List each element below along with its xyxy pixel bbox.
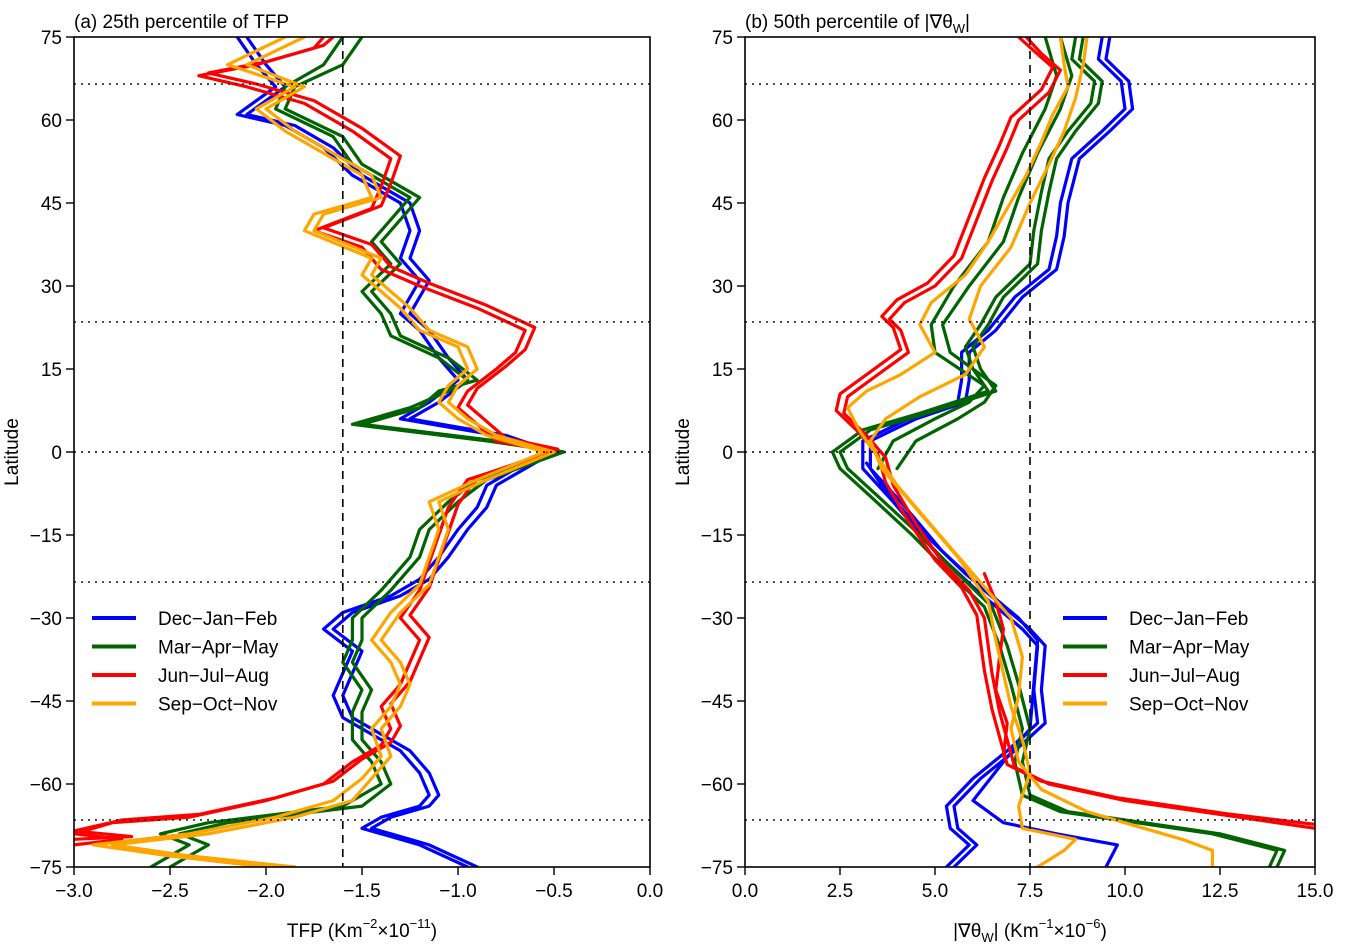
series-line-green [876, 37, 1059, 471]
chart-title-sub: W [953, 21, 966, 36]
series-line-red [842, 37, 1315, 830]
y-tick-label: 45 [712, 194, 733, 215]
x-axis-label-sup: −11 [410, 916, 431, 931]
x-tick-label: 15.0 [1297, 881, 1334, 902]
series-line-orange [110, 37, 556, 867]
x-tick-label: −2.0 [247, 881, 285, 902]
series-line-red [834, 37, 1315, 826]
y-tick-label: −30 [701, 609, 733, 630]
chart-title-main: (a) 25th percentile of TFP [74, 12, 289, 33]
x-tick-label: 7.5 [1017, 881, 1043, 902]
legend-label: Jun−Jul−Aug [158, 666, 269, 687]
chart-title: (b) 50th percentile of |∇θW| [745, 12, 970, 36]
series-line-red [74, 37, 556, 847]
legend-label: Mar−Apr−May [158, 638, 279, 659]
series-line-orange [91, 37, 546, 867]
x-axis-label-part: TFP (Km [287, 921, 363, 942]
chart-title: (a) 25th percentile of TFP [74, 12, 289, 33]
y-tick-label: 60 [712, 111, 733, 132]
x-axis-label-sup: −2 [363, 916, 378, 931]
x-tick-label: −1.5 [343, 881, 381, 902]
legend: Dec−Jan−Feb Mar−Apr−May Jun−Jul−Aug Sep−Oct… [92, 609, 279, 716]
y-tick-label: −60 [701, 775, 733, 796]
x-axis-label: |∇θW| (Km−1×10−6) [953, 916, 1107, 945]
x-axis-label-sup: −1 [1039, 916, 1054, 931]
y-tick-label: −45 [30, 692, 62, 713]
x-tick-label: 2.5 [827, 881, 853, 902]
x-axis-label-part: | (Km [994, 921, 1039, 942]
x-tick-label: −0.5 [535, 881, 573, 902]
x-axis-label-part: ) [1101, 921, 1107, 942]
x-axis-label-part: ×10 [1053, 921, 1085, 942]
y-tick-label: −60 [30, 775, 62, 796]
y-axis-label: Latitude [673, 418, 694, 486]
y-tick-label: 15 [712, 360, 733, 381]
y-tick-label: −45 [701, 692, 733, 713]
series-group [74, 37, 566, 867]
x-axis-label-part: |∇θ [953, 921, 981, 942]
y-tick-label: −30 [30, 609, 62, 630]
y-tick-label: 60 [41, 111, 62, 132]
x-tick-label: 0.0 [732, 881, 758, 902]
x-tick-label: −1.0 [439, 881, 477, 902]
y-tick-label: 0 [722, 443, 733, 464]
y-tick-label: 75 [712, 28, 733, 49]
legend-label: Jun−Jul−Aug [1129, 666, 1240, 687]
series-group [830, 37, 1315, 867]
series-line-blue [245, 37, 556, 867]
chart-title-main: (b) 50th percentile of |∇θ [745, 12, 953, 33]
y-tick-label: −15 [30, 526, 62, 547]
x-tick-label: −3.0 [55, 881, 93, 902]
series-line-green [838, 37, 1287, 867]
x-axis-label-sub: W [981, 930, 994, 945]
x-tick-label: 5.0 [922, 881, 948, 902]
series-line-blue [235, 37, 546, 867]
series-line-green [168, 37, 566, 867]
chart-panel-a: −3.0 −2.5 −2.0 −1.5 −1.0 −0.5 0.0 −75 −60 −45 −30 −… [2, 12, 663, 942]
legend-label: Mar−Apr−May [1129, 638, 1250, 659]
legend-label: Sep−Oct−Nov [1129, 695, 1249, 716]
x-axis-label-sup: −6 [1086, 916, 1101, 931]
x-axis-label: TFP (Km−2×10−11) [287, 916, 437, 942]
series-line-green [895, 37, 1074, 471]
legend-label: Dec−Jan−Feb [158, 609, 277, 630]
series-line-orange [868, 37, 1089, 867]
x-tick-label: 12.5 [1202, 881, 1239, 902]
y-tick-label: 0 [51, 443, 62, 464]
legend: Dec−Jan−Feb Mar−Apr−May Jun−Jul−Aug Sep−Oct… [1063, 609, 1250, 716]
y-tick-label: 30 [41, 277, 62, 298]
y-tick-label: −15 [701, 526, 733, 547]
y-tick-label: 45 [41, 194, 62, 215]
y-tick-label: 30 [712, 277, 733, 298]
y-tick-label: −75 [701, 858, 733, 879]
x-tick-label: 0.0 [637, 881, 663, 902]
y-axis-label: Latitude [2, 418, 23, 486]
x-tick-label: 10.0 [1107, 881, 1144, 902]
y-tick-label: −75 [30, 858, 62, 879]
chart-title-end: | [965, 12, 970, 33]
legend-label: Sep−Oct−Nov [158, 695, 278, 716]
series-line-orange [846, 37, 1214, 867]
x-axis-label-part: ) [431, 921, 437, 942]
y-tick-label: 15 [41, 360, 62, 381]
chart-panel-b: 0.0 2.5 5.0 7.5 10.0 12.5 15.0 −75 −60 −45 −30 −15 0… [673, 12, 1333, 945]
x-tick-label: −2.5 [151, 881, 189, 902]
legend-label: Dec−Jan−Feb [1129, 609, 1248, 630]
x-axis-label-part: ×10 [377, 921, 409, 942]
y-tick-label: 75 [41, 28, 62, 49]
series-line-blue [861, 37, 1127, 867]
